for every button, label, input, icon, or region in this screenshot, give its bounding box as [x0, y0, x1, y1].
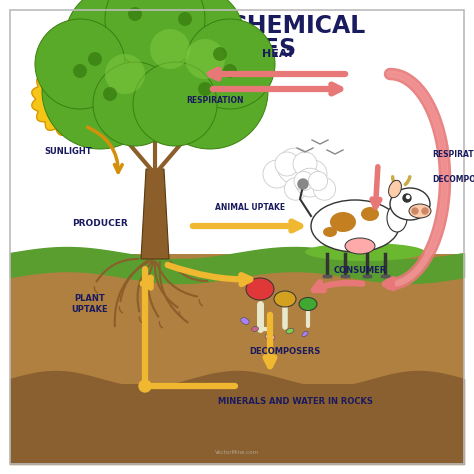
Text: CYCLES: CYCLES	[198, 37, 297, 61]
Circle shape	[35, 19, 125, 109]
Circle shape	[73, 64, 87, 78]
Circle shape	[284, 178, 307, 200]
Circle shape	[275, 152, 299, 176]
Circle shape	[85, 0, 225, 134]
Ellipse shape	[387, 204, 407, 232]
Text: ANIMAL UPTAKE: ANIMAL UPTAKE	[215, 203, 285, 212]
Circle shape	[178, 12, 192, 26]
Circle shape	[263, 160, 291, 188]
Bar	[10, 384, 464, 464]
Circle shape	[105, 54, 145, 94]
Ellipse shape	[302, 331, 308, 337]
Circle shape	[42, 33, 158, 149]
Ellipse shape	[299, 298, 317, 310]
Circle shape	[128, 7, 142, 21]
Circle shape	[185, 19, 275, 109]
Circle shape	[407, 195, 410, 199]
Polygon shape	[141, 169, 169, 259]
Text: DECOMPOSERS: DECOMPOSERS	[249, 347, 320, 356]
Ellipse shape	[305, 243, 425, 261]
Ellipse shape	[409, 204, 431, 218]
Text: SUNLIGHT: SUNLIGHT	[44, 147, 92, 156]
Ellipse shape	[389, 180, 401, 198]
Circle shape	[293, 152, 317, 176]
Circle shape	[412, 208, 418, 214]
Bar	[10, 254, 464, 464]
Circle shape	[49, 80, 71, 102]
Circle shape	[93, 62, 177, 146]
Ellipse shape	[390, 188, 430, 220]
Text: RESPIRATION: RESPIRATION	[432, 149, 474, 158]
Circle shape	[105, 0, 205, 69]
Text: RESPIRATION: RESPIRATION	[186, 96, 244, 105]
Circle shape	[213, 47, 227, 61]
Circle shape	[152, 33, 268, 149]
Ellipse shape	[241, 318, 249, 324]
Ellipse shape	[286, 328, 294, 334]
Text: HEAT: HEAT	[262, 49, 294, 59]
Circle shape	[139, 380, 151, 392]
Circle shape	[313, 178, 336, 200]
Circle shape	[298, 179, 308, 189]
Circle shape	[422, 208, 428, 214]
Ellipse shape	[311, 200, 399, 252]
Circle shape	[277, 148, 313, 184]
Ellipse shape	[252, 327, 258, 331]
Circle shape	[88, 52, 102, 66]
Circle shape	[65, 0, 169, 91]
Text: PRODUCER: PRODUCER	[72, 219, 128, 228]
Ellipse shape	[330, 212, 356, 232]
Circle shape	[185, 39, 225, 79]
Text: DECOMPOSITION: DECOMPOSITION	[432, 174, 474, 183]
Circle shape	[299, 160, 327, 188]
Ellipse shape	[246, 278, 274, 300]
Circle shape	[223, 64, 237, 78]
Bar	[10, 64, 464, 269]
Circle shape	[296, 168, 324, 197]
Circle shape	[43, 74, 93, 124]
Polygon shape	[32, 63, 104, 135]
Circle shape	[403, 194, 411, 202]
Ellipse shape	[274, 291, 296, 307]
Text: BIOGEOCHEMICAL: BIOGEOCHEMICAL	[128, 14, 366, 38]
Circle shape	[133, 62, 217, 146]
Circle shape	[294, 172, 313, 191]
Text: CONSUMER: CONSUMER	[333, 266, 387, 275]
Text: PLANT
UPTAKE: PLANT UPTAKE	[72, 294, 109, 314]
Circle shape	[141, 0, 245, 91]
Circle shape	[103, 87, 117, 101]
Circle shape	[309, 172, 328, 191]
Text: MINERALS AND WATER IN ROCKS: MINERALS AND WATER IN ROCKS	[218, 398, 373, 407]
Text: VectorMine.com: VectorMine.com	[215, 449, 259, 455]
Circle shape	[150, 29, 190, 69]
Ellipse shape	[323, 227, 337, 237]
Ellipse shape	[265, 334, 275, 340]
Circle shape	[198, 82, 212, 96]
Ellipse shape	[361, 207, 379, 221]
Ellipse shape	[345, 238, 375, 254]
